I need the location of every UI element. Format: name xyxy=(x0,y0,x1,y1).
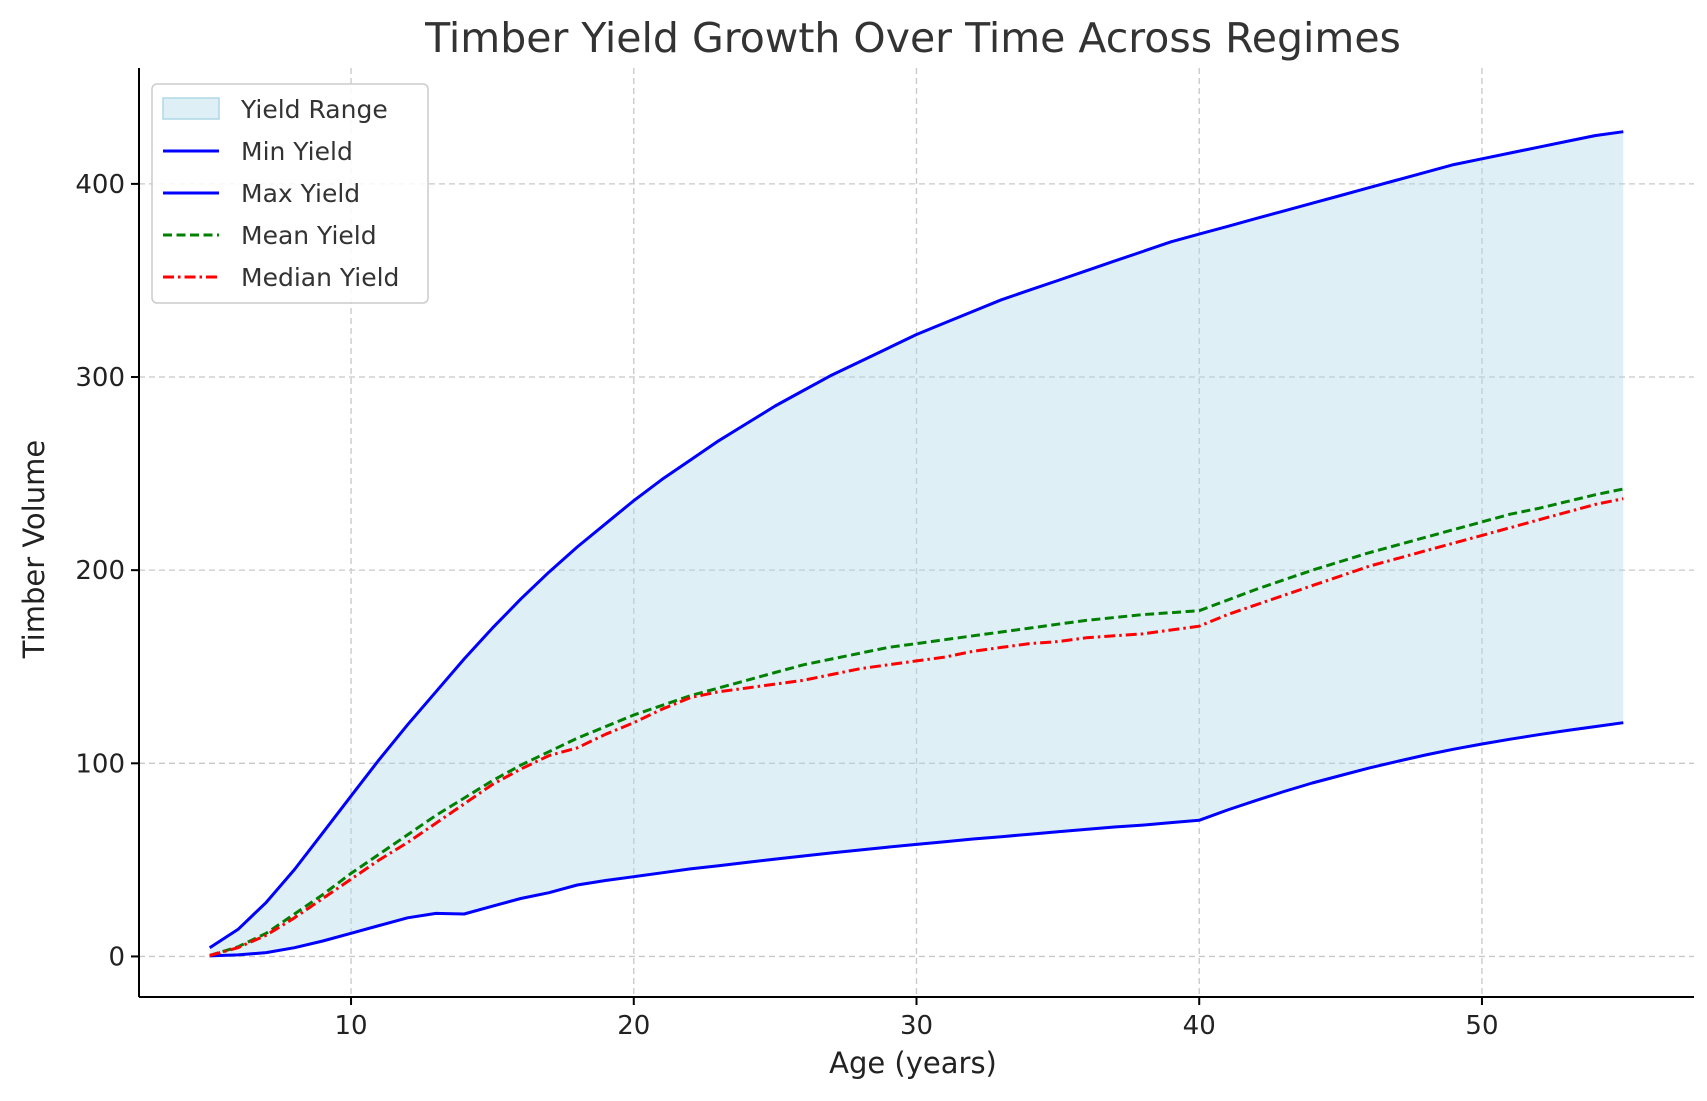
plot-area xyxy=(208,130,1624,958)
y-axis-label: Timber Volume xyxy=(17,440,51,659)
legend-swatch-yield-range xyxy=(162,97,220,120)
x-tick-label: 30 xyxy=(900,1011,933,1041)
y-tick-label: 200 xyxy=(75,556,125,586)
y-axis-ticks: 0 100 200 300 400 xyxy=(75,170,139,972)
y-tick-label: 0 xyxy=(108,942,125,972)
legend-label-max-yield: Max Yield xyxy=(241,179,360,208)
y-tick-label: 300 xyxy=(75,363,125,393)
yield-range-area xyxy=(209,131,1624,956)
axes: 10 20 30 40 50 0 100 200 300 400 xyxy=(75,68,1694,1041)
legend-label-mean-yield: Mean Yield xyxy=(241,221,377,250)
gridlines xyxy=(139,68,1694,997)
legend-frame xyxy=(151,83,429,304)
legend-label-yield-range: Yield Range xyxy=(240,95,388,124)
max-yield-line xyxy=(208,130,1624,949)
x-tick-label: 20 xyxy=(617,1011,650,1041)
x-tick-label: 50 xyxy=(1465,1011,1498,1041)
x-axis-ticks: 10 20 30 40 50 xyxy=(334,997,1499,1041)
x-tick-label: 10 xyxy=(334,1011,367,1041)
median-yield-line xyxy=(209,497,1624,957)
legend-label-min-yield: Min Yield xyxy=(241,137,353,166)
legend: Yield Range Min Yield Max Yield Mean Yield M… xyxy=(151,83,429,304)
mean-yield-line xyxy=(209,487,1624,957)
legend-label-median-yield: Median Yield xyxy=(241,263,399,292)
x-axis-label: Age (years) xyxy=(829,1046,997,1080)
x-tick-label: 40 xyxy=(1183,1011,1216,1041)
y-tick-label: 100 xyxy=(75,749,125,779)
min-yield-line xyxy=(209,721,1624,958)
y-tick-label: 400 xyxy=(75,170,125,200)
chart-title: Timber Yield Growth Over Time Across Reg… xyxy=(424,14,1401,62)
